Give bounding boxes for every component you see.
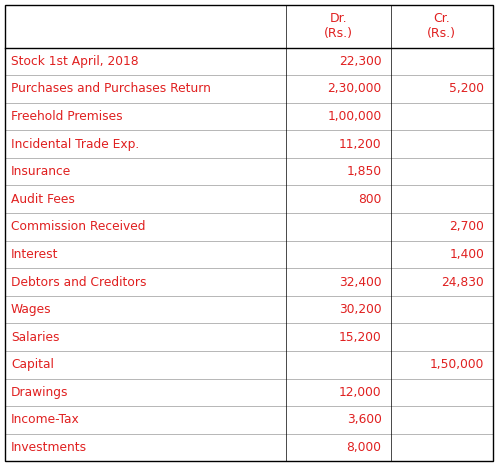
Text: 2,700: 2,700: [449, 220, 484, 233]
Text: 12,000: 12,000: [339, 386, 381, 399]
Text: Cr.
(Rs.): Cr. (Rs.): [427, 12, 456, 40]
Text: Capital: Capital: [11, 358, 54, 371]
Text: 32,400: 32,400: [339, 275, 381, 288]
Text: 30,200: 30,200: [339, 303, 381, 316]
Text: 8,000: 8,000: [347, 441, 381, 454]
Text: Income-Tax: Income-Tax: [11, 413, 80, 426]
Text: 24,830: 24,830: [441, 275, 484, 288]
Text: Freehold Premises: Freehold Premises: [11, 110, 123, 123]
Text: Stock 1st April, 2018: Stock 1st April, 2018: [11, 55, 138, 68]
Text: Investments: Investments: [11, 441, 87, 454]
Text: 22,300: 22,300: [339, 55, 381, 68]
Text: 2,30,000: 2,30,000: [327, 82, 381, 96]
Text: 1,50,000: 1,50,000: [430, 358, 484, 371]
Text: Wages: Wages: [11, 303, 52, 316]
Text: Debtors and Creditors: Debtors and Creditors: [11, 275, 146, 288]
Text: Insurance: Insurance: [11, 165, 71, 178]
Text: 1,850: 1,850: [347, 165, 381, 178]
Text: 5,200: 5,200: [449, 82, 484, 96]
Text: Audit Fees: Audit Fees: [11, 193, 75, 206]
Text: 11,200: 11,200: [339, 137, 381, 151]
Text: Interest: Interest: [11, 248, 58, 261]
Text: Commission Received: Commission Received: [11, 220, 145, 233]
Text: Purchases and Purchases Return: Purchases and Purchases Return: [11, 82, 211, 96]
Text: Dr.
(Rs.): Dr. (Rs.): [324, 12, 353, 40]
Text: Incidental Trade Exp.: Incidental Trade Exp.: [11, 137, 139, 151]
Text: 3,600: 3,600: [347, 413, 381, 426]
Text: Drawings: Drawings: [11, 386, 68, 399]
Text: 800: 800: [358, 193, 381, 206]
Text: 1,00,000: 1,00,000: [327, 110, 381, 123]
Text: 15,200: 15,200: [339, 331, 381, 344]
Text: Salaries: Salaries: [11, 331, 59, 344]
Text: 1,400: 1,400: [449, 248, 484, 261]
